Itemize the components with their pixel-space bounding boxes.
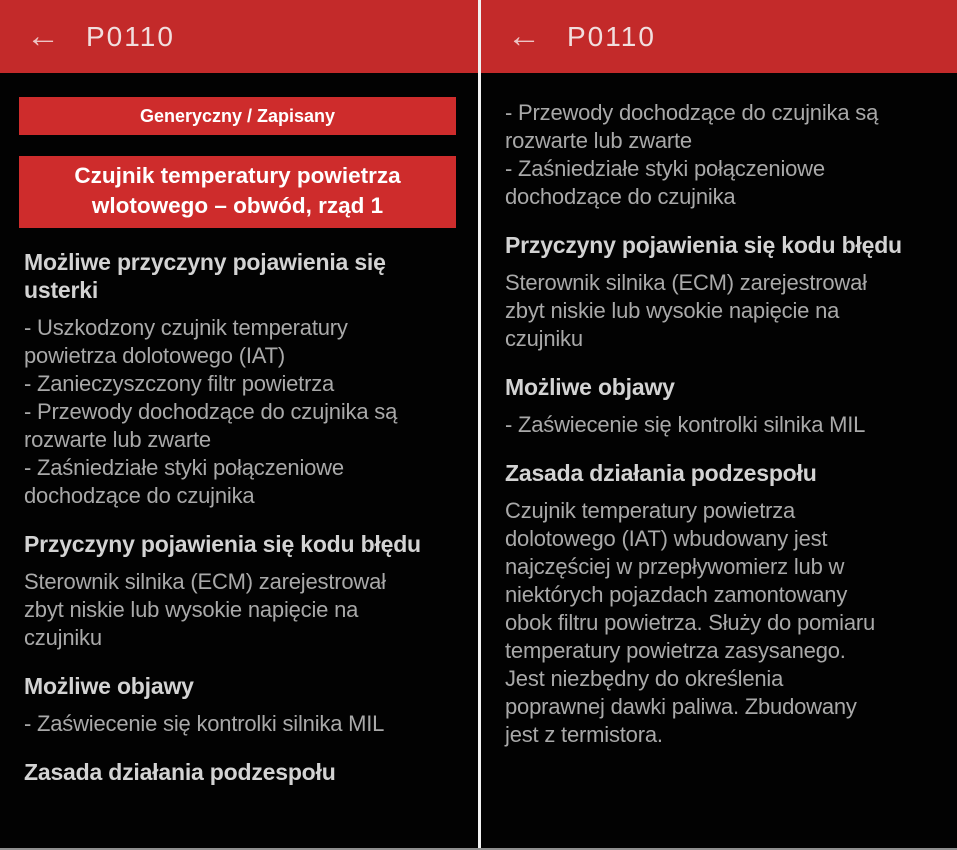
screen-left: ← P0110 Generyczny / Zapisany Czujnik te… xyxy=(0,0,478,848)
page-title-dtc-code: P0110 xyxy=(86,20,175,52)
section-body-code-reasons: Sterownik silnika (ECM) zarejestrował zb… xyxy=(505,270,867,351)
status-badge: Generyczny / Zapisany xyxy=(19,97,456,135)
section-heading-code-reasons: Przyczyny pojawienia się kodu błędu xyxy=(24,531,421,557)
section-body-symptoms: - Zaświecenie się kontrolki silnika MIL xyxy=(505,412,866,437)
section-heading-operation: Zasada działania podzespołu xyxy=(24,759,336,785)
section-heading-symptoms: Możliwe objawy xyxy=(24,673,194,699)
section-body-causes-list: - Uszkodzony czujnik temperatury powietr… xyxy=(24,315,398,508)
page-title-dtc-code: P0110 xyxy=(567,20,656,52)
section-body-operation-description: Czujnik temperatury powietrza dolotowego… xyxy=(505,498,876,747)
section-body-symptoms: - Zaświecenie się kontrolki silnika MIL xyxy=(24,711,385,736)
content-right: - Przewody dochodzące do czujnika są roz… xyxy=(481,73,957,749)
back-arrow-icon[interactable]: ← xyxy=(26,17,60,55)
section-body-code-reasons: Sterownik silnika (ECM) zarejestrował zb… xyxy=(24,569,386,650)
section-heading-symptoms: Możliwe objawy xyxy=(505,374,675,400)
screen-right: ← P0110 - Przewody dochodzące do czujnik… xyxy=(481,0,957,848)
back-arrow-icon[interactable]: ← xyxy=(507,17,541,55)
section-body-causes-list-continued: - Przewody dochodzące do czujnika są roz… xyxy=(505,100,879,209)
section-heading-operation: Zasada działania podzespołu xyxy=(505,460,817,486)
section-heading-code-reasons: Przyczyny pojawienia się kodu błędu xyxy=(505,232,902,258)
app-header: ← P0110 xyxy=(0,0,478,73)
section-heading-possible-causes: Możliwe przyczyny pojawienia się usterki xyxy=(24,249,386,303)
screenshot-divider xyxy=(478,0,481,848)
app-header: ← P0110 xyxy=(481,0,957,73)
dtc-title-box: Czujnik temperatury powietrza wlotowego … xyxy=(19,156,456,228)
content-left: Możliwe przyczyny pojawienia się usterki… xyxy=(0,248,478,786)
